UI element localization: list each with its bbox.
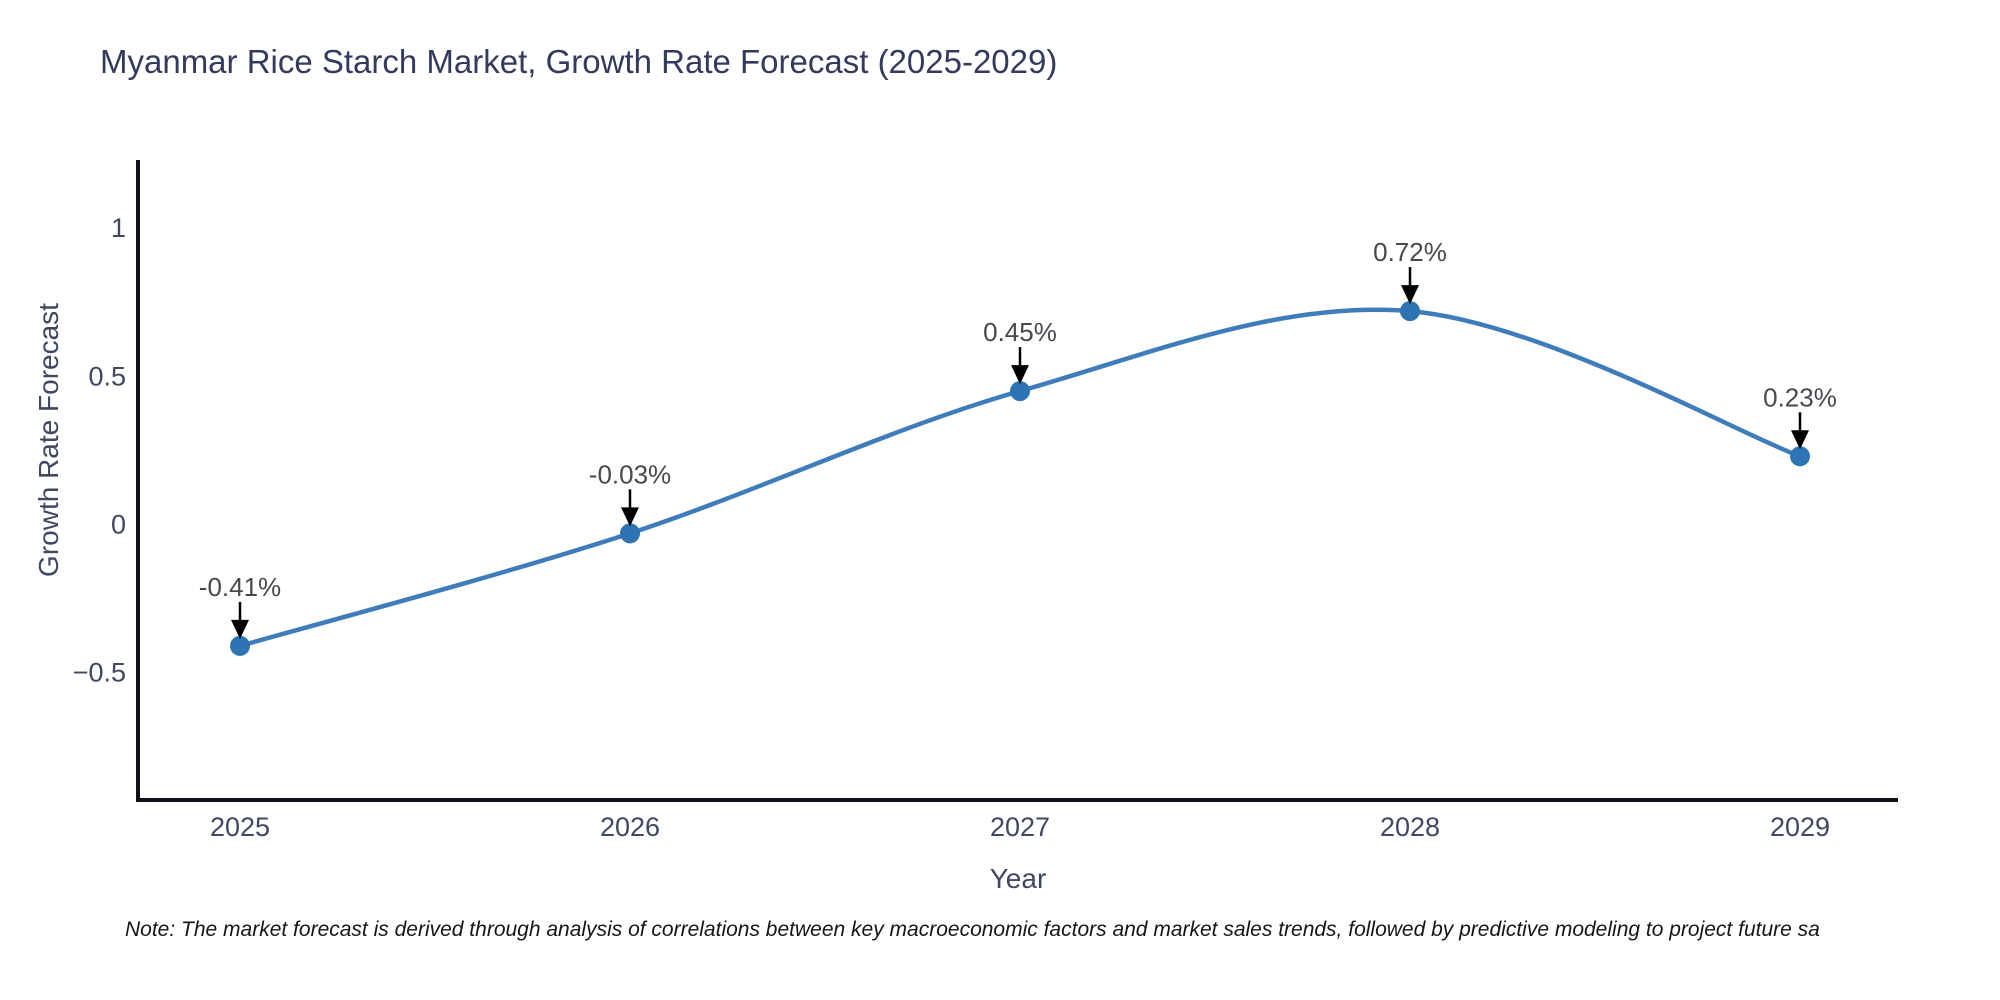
y-axis-title: Growth Rate Forecast [33, 303, 64, 577]
x-tick-label: 2026 [600, 812, 660, 842]
data-point-label: -0.03% [589, 459, 671, 489]
y-tick-label: 0.5 [88, 361, 126, 391]
x-tick-label: 2028 [1380, 812, 1440, 842]
x-axis-title: Year [990, 863, 1047, 894]
data-point-label: 0.72% [1373, 237, 1447, 267]
data-point-marker [1010, 381, 1030, 402]
footnote: Note: The market forecast is derived thr… [125, 918, 1820, 941]
data-point-label: 0.45% [983, 317, 1057, 347]
y-tick-label: 0 [111, 509, 126, 539]
data-point-marker [1400, 301, 1420, 322]
annotation-arrowhead [621, 507, 639, 527]
chart-title: Myanmar Rice Starch Market, Growth Rate … [100, 43, 1058, 80]
annotation-arrowhead [1011, 365, 1029, 385]
y-tick-label: 1 [111, 213, 126, 243]
data-point-label: -0.41% [199, 572, 281, 602]
y-tick-label: −0.5 [73, 658, 126, 688]
data-point-marker [230, 635, 250, 656]
x-tick-label: 2025 [210, 812, 270, 842]
annotation-arrowhead [1401, 285, 1419, 305]
data-point-marker [1790, 446, 1810, 467]
x-tick-label: 2027 [990, 812, 1050, 842]
data-point-label: 0.23% [1763, 382, 1837, 412]
annotation-arrowhead [1791, 430, 1809, 450]
x-tick-label: 2029 [1770, 812, 1830, 842]
data-point-marker [620, 523, 640, 544]
annotation-arrowhead [231, 619, 249, 639]
